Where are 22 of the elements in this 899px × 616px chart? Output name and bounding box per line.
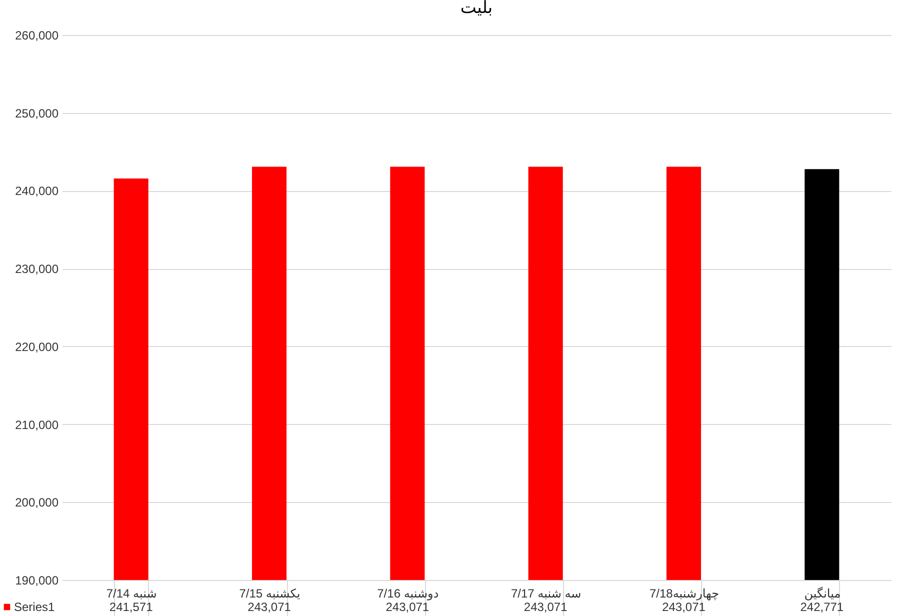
chart-title: بلیت (460, 0, 493, 17)
y-tick-label: 210,000 (15, 418, 59, 432)
y-tick-label: 260,000 (15, 28, 59, 42)
y-tick-label: 230,000 (15, 262, 59, 276)
data-label: 243,071 (248, 600, 292, 614)
data-label: 241,571 (109, 600, 154, 614)
x-tick-label: شنبه 7/14 (106, 586, 157, 600)
x-tick-label: یکشنبه 7/15 (239, 586, 300, 600)
data-label: 243,071 (662, 600, 706, 614)
x-tick-label: دوشنبه 7/16 (377, 586, 439, 600)
y-tick-label: 220,000 (15, 340, 59, 354)
x-tick-label: سه شنبه 7/17 (510, 586, 582, 600)
y-tick-label: 240,000 (15, 184, 59, 198)
data-label: 242,771 (800, 600, 844, 614)
y-tick-label: 190,000 (15, 574, 59, 588)
legend-label: Series1 (14, 600, 56, 614)
x-tick-label: میانگین (804, 586, 841, 600)
data-label: 243,071 (524, 600, 568, 614)
x-tick-label: چهارشنبه7/18 (650, 586, 719, 600)
y-tick-label: 200,000 (15, 496, 59, 510)
data-label: 243,071 (386, 600, 430, 614)
y-tick-label: 250,000 (15, 106, 59, 120)
